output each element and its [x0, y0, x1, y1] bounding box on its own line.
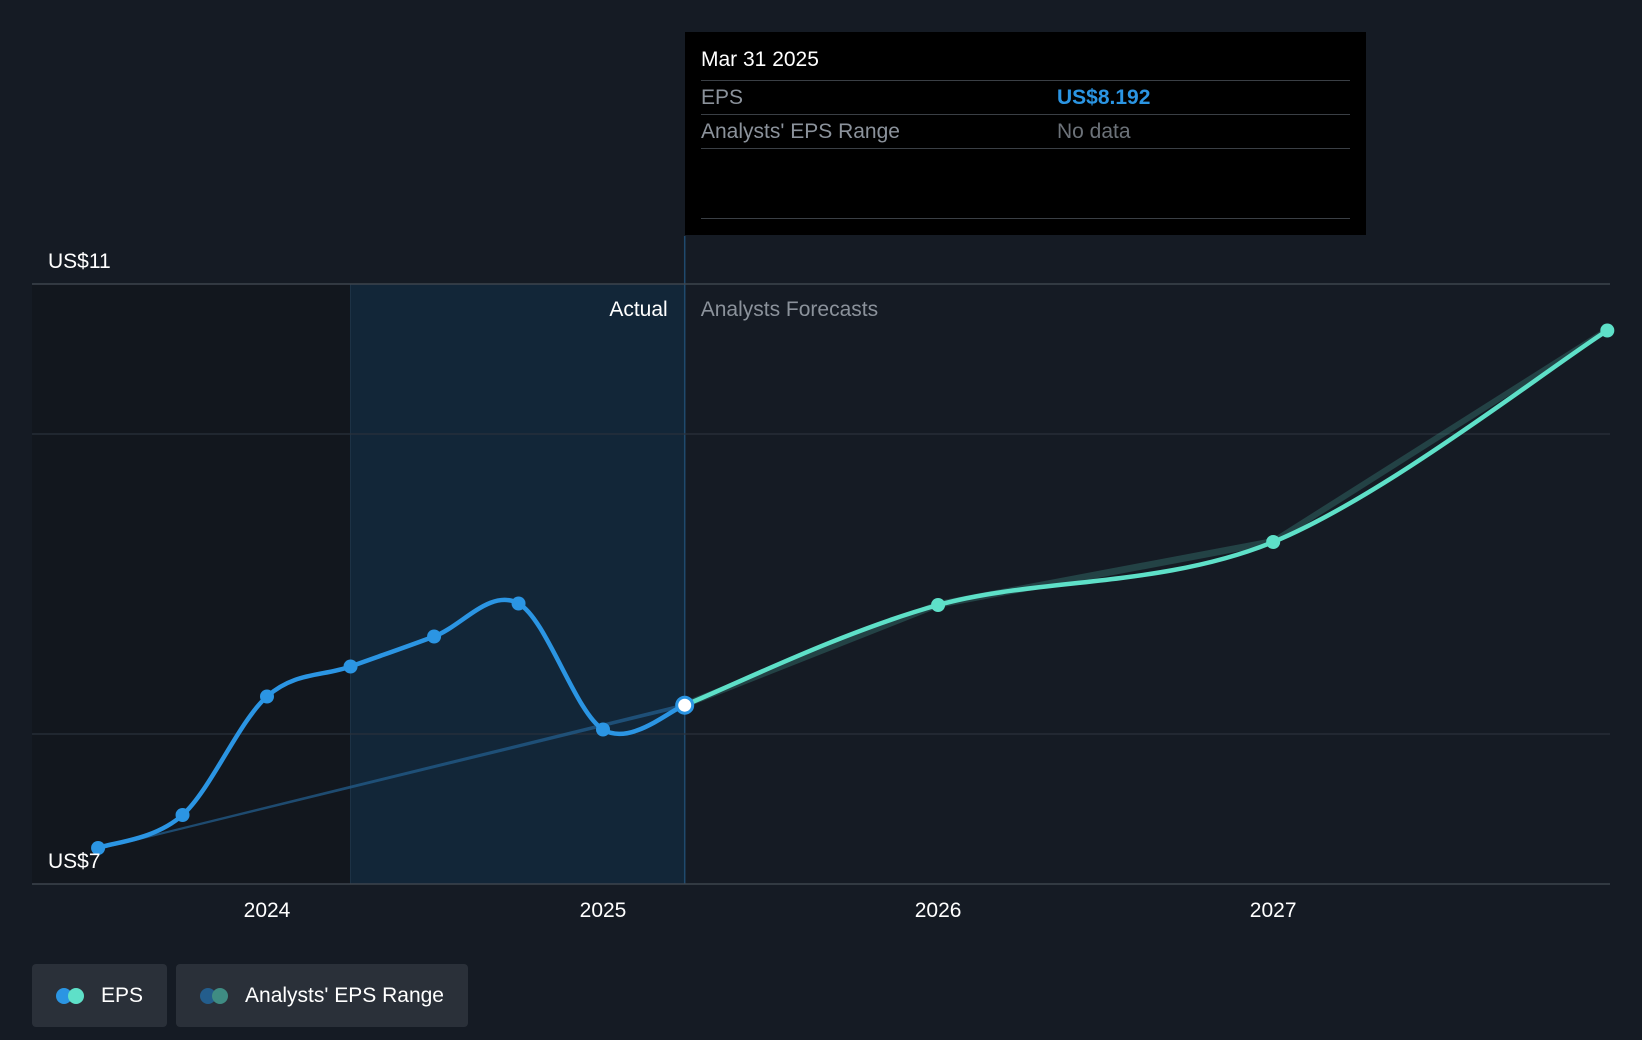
- tooltip-divider: [701, 218, 1350, 219]
- x-tick-label: 2026: [915, 899, 962, 922]
- x-tick-label: 2025: [580, 899, 627, 922]
- eps-actual-point: [511, 596, 526, 611]
- actual-band: [350, 284, 685, 884]
- tooltip-range-label: Analysts' EPS Range: [701, 120, 900, 143]
- eps-actual-point: [427, 629, 442, 644]
- eps-forecast-point: [1600, 323, 1615, 338]
- y-axis-min-label: US$7: [48, 850, 101, 873]
- tooltip-row-eps: EPS US$8.192: [701, 81, 1350, 115]
- legend-label-eps: EPS: [101, 983, 144, 1007]
- legend-item-range[interactable]: Analysts' EPS Range: [176, 964, 468, 1027]
- tooltip-row-range: Analysts' EPS Range No data: [701, 115, 1350, 149]
- eps-forecast-point: [1266, 535, 1281, 549]
- legend-dot-eps-forecast: [68, 987, 84, 1004]
- analyst-range-band: [98, 703, 685, 850]
- eps-actual-point: [91, 841, 106, 855]
- eps-actual-point: [175, 808, 190, 822]
- eps-actual-line: [95, 597, 687, 851]
- tooltip-date: Mar 31 2025: [701, 32, 1350, 81]
- tooltip: Mar 31 2025 EPS US$8.192 Analysts' EPS R…: [685, 32, 1366, 235]
- eps-forecast-line: [682, 328, 1610, 708]
- x-tick-label: 2027: [1250, 899, 1297, 922]
- forecast-range-band: [684, 326, 1608, 709]
- range-legend-icon: [200, 987, 230, 1004]
- tooltip-eps-label: EPS: [701, 86, 744, 109]
- past-band: [32, 284, 351, 884]
- eps-actual-point: [343, 659, 358, 674]
- forecast-section-label: Analysts Forecasts: [701, 298, 878, 321]
- x-tick-label: 2024: [244, 899, 291, 922]
- legend-label-range: Analysts' EPS Range: [245, 983, 444, 1007]
- eps-actual-point: [596, 722, 610, 737]
- tooltip-range-value: No data: [1057, 120, 1131, 143]
- actual-section-label: Actual: [609, 298, 667, 321]
- legend-item-eps[interactable]: EPS: [32, 964, 168, 1027]
- legend-dot-range-forecast: [212, 987, 229, 1004]
- eps-forecast-point: [931, 598, 946, 612]
- legend: EPS Analysts' EPS Range: [32, 964, 468, 1027]
- tooltip-eps-value: US$8.192: [1057, 86, 1151, 109]
- eps-legend-icon: [56, 987, 86, 1004]
- y-axis-max-label: US$11: [48, 250, 111, 273]
- eps-actual-point: [260, 689, 274, 704]
- eps-current-point-inner: [679, 699, 691, 711]
